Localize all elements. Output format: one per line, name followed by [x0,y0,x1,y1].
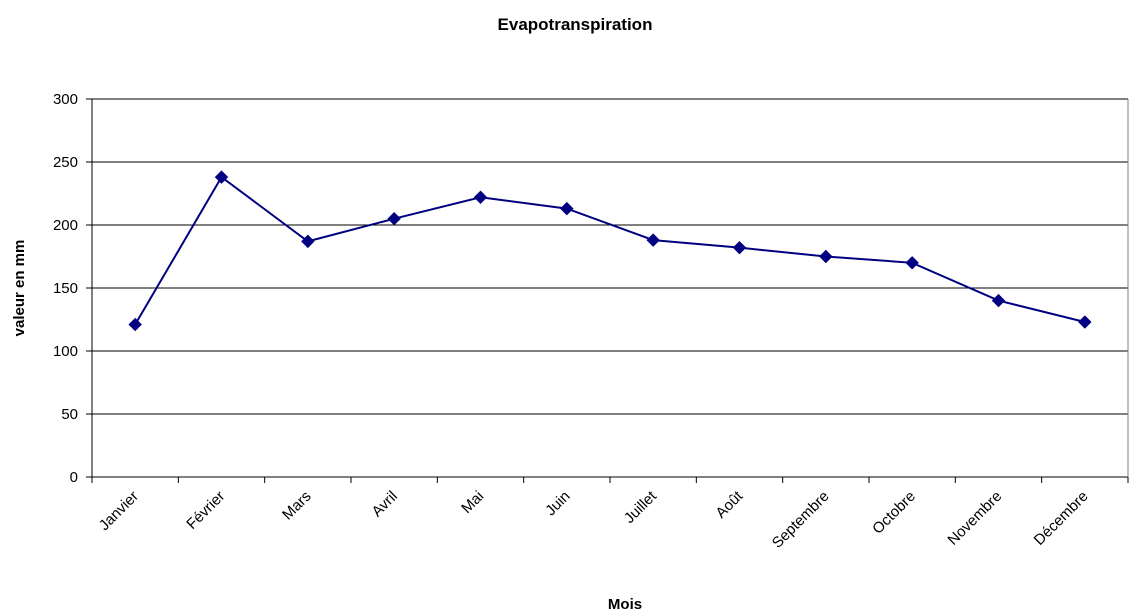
data-point-marker [473,190,488,204]
data-point-marker [387,211,401,226]
data-point-marker [819,249,833,264]
series-line [134,175,1086,326]
chart-title: Evapotranspiration [498,15,653,34]
y-tick-label: 200 [53,217,78,234]
y-axis-label: valeur en mm [11,240,28,337]
data-point-marker [646,233,660,247]
y-axis-ticks: 0 50 100 150 200 250 300 [53,91,92,486]
y-tick-label: 250 [53,154,78,171]
grid-lines [92,98,1128,415]
x-tick-label: Septembre [769,488,833,552]
x-tick-label: Janvier [96,488,142,534]
series-group [128,170,1092,332]
x-tick-label: Février [183,488,228,533]
data-point-marker [991,293,1006,308]
x-tick-label: Juillet [621,487,661,527]
data-point-marker [128,317,142,332]
y-tick-label: 300 [53,91,78,108]
y-tick-label: 50 [61,406,78,423]
x-tick-label: Mai [458,488,487,517]
y-tick-label: 0 [70,469,78,486]
data-point-marker [905,256,919,270]
x-axis-ticks: Janvier Février Mars Avril Mai Juin Juillet Aoû… [91,477,1129,552]
y-tick-label: 150 [53,280,78,297]
data-point-marker [214,170,229,184]
x-tick-label: Juin [542,488,573,519]
x-tick-label: Octobre [869,488,919,538]
data-point-marker [732,240,747,255]
data-point-marker [301,234,315,249]
data-point-marker [1078,315,1092,329]
data-point-marker [560,201,574,216]
x-tick-label: Décembre [1031,488,1092,549]
y-tick-label: 100 [53,343,78,360]
x-tick-label: Mars [279,488,315,524]
x-tick-label: Avril [369,488,401,520]
x-tick-label: Août [712,487,746,521]
x-axis-label: Mois [608,596,642,613]
x-tick-label: Novembre [944,488,1005,549]
